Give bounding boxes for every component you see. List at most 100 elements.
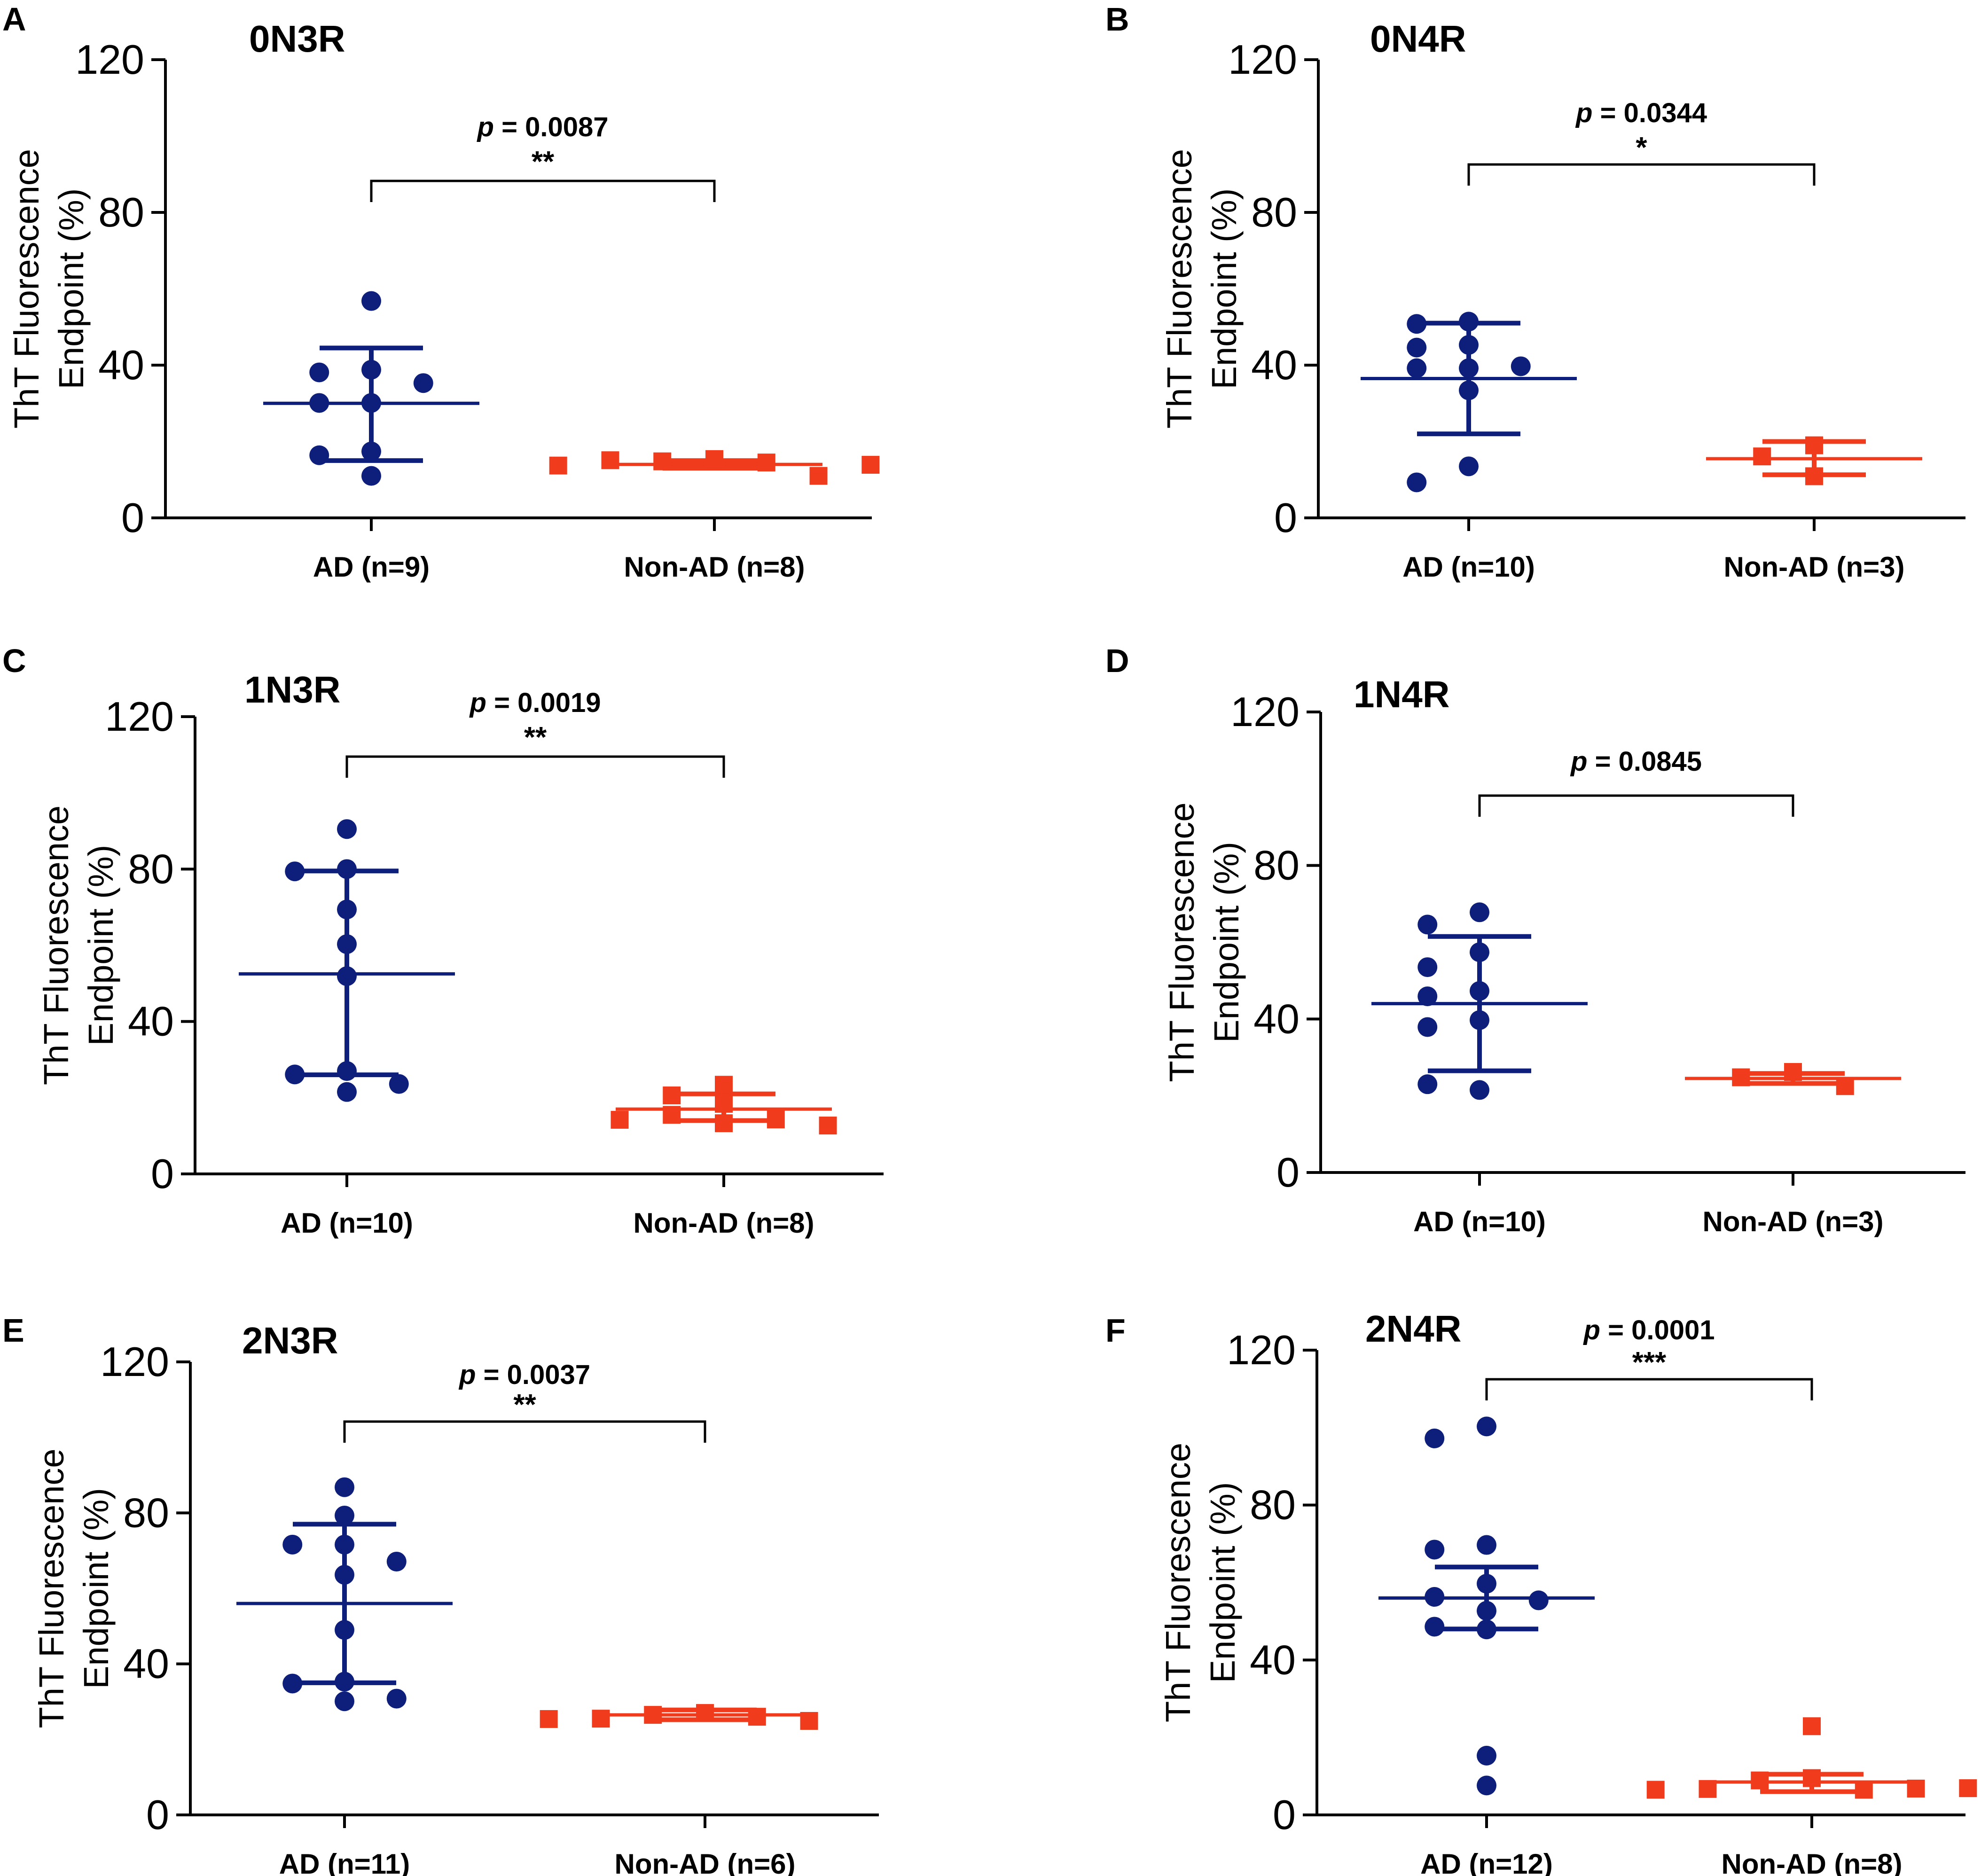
y-axis-label-units: Endpoint (%) [52,188,91,390]
data-point-ad [1407,337,1427,358]
data-point-non-ad [601,451,619,469]
category-label-non-ad: Non-AD (n=3) [1724,551,1905,583]
data-point-ad [1470,942,1489,962]
category-label-ad: AD (n=10) [1402,551,1535,583]
y-tick-label: 120 [1227,1327,1296,1373]
p-value-symbol: p [469,688,486,718]
category-label-ad: AD (n=11) [279,1848,410,1876]
y-tick-label: 120 [100,1338,169,1385]
panel-c: C 1N3R 0 40 80 120 ThT Fluorescence Endpoint (%… [2,642,884,1239]
panel-b: B 0N4R 0 40 80 120 ThT Fluorescence Endpoint (%… [1105,1,1965,583]
data-point-ad [335,1534,354,1555]
panel-e: E 2N3R 0 40 80 120 ThT Fluorescence Endpoint (%… [2,1312,879,1876]
y-tick-label: 120 [1228,36,1297,83]
data-point-non-ad [1751,1771,1769,1790]
significance-bracket [1485,1378,1813,1400]
y-tick-label: 0 [146,1791,169,1838]
significance-stars: ** [513,1389,536,1421]
p-value-label: p = 0.0001 [1583,1315,1715,1345]
panel-letter: C [2,642,26,679]
y-tick-label: 40 [128,998,174,1045]
data-point-non-ad [592,1710,610,1728]
y-tick-label: 0 [1276,1149,1300,1196]
y-tick-label: 0 [1274,494,1297,541]
category-label-ad: AD (n=10) [1413,1206,1546,1237]
data-point-non-ad [663,1106,681,1124]
data-point-ad [361,360,381,380]
significance-stars: ** [524,721,547,754]
data-point-ad [335,1505,354,1525]
y-axis-label-units: Endpoint (%) [81,845,120,1046]
panel-title: 2N4R [1365,1308,1462,1350]
y-tick-label: 80 [128,845,174,892]
p-value-text: = 0.0019 [486,688,601,718]
y-axis-label: ThT Fluorescence [1159,1443,1198,1722]
data-point-ad [285,1064,305,1085]
data-point-ad [282,1534,303,1555]
data-point-ad [337,859,357,879]
data-point-ad [309,393,329,413]
data-point-ad [1470,1010,1489,1030]
y-tick-label: 40 [123,1641,169,1687]
data-point-ad [1417,1017,1438,1037]
data-point-ad [1477,1775,1496,1796]
data-point-ad [1407,314,1427,334]
p-value-text: = 0.0845 [1587,746,1702,777]
significance-stars: * [1636,132,1647,164]
data-point-ad [1477,1573,1496,1594]
data-point-ad [1407,472,1427,492]
data-point-ad [337,1082,357,1102]
p-value-label: p = 0.0037 [458,1360,590,1390]
data-point-ad [337,1061,357,1081]
data-point-ad [1477,1601,1496,1621]
p-value-text: = 0.0037 [476,1360,590,1390]
p-value-label: p = 0.0344 [1575,98,1707,128]
y-tick-label: 0 [121,494,144,541]
data-point-ad [1477,1619,1496,1640]
data-point-non-ad [819,1117,837,1135]
y-tick-label: 0 [151,1150,174,1197]
panel-title: 1N4R [1354,673,1450,715]
category-label-non-ad: Non-AD (n=6) [615,1848,796,1876]
data-point-non-ad [549,456,567,475]
p-value-text: = 0.0087 [494,112,609,142]
data-point-ad [386,1551,407,1571]
data-point-non-ad [696,1704,714,1722]
significance-bracket [1478,794,1794,817]
data-point-ad [335,1672,354,1692]
y-axis-label-units: Endpoint (%) [1207,842,1246,1043]
panel-a: A 0N3R 0 40 80 120 ThT Fluorescence Endpoint (%… [2,1,880,583]
category-label-ad: AD (n=12) [1420,1848,1553,1876]
data-point-ad [337,934,357,954]
data-point-ad [361,393,381,413]
significance-stars: *** [1632,1346,1667,1379]
y-axis-label: ThT Fluorescence [37,805,76,1085]
y-tick-label: 40 [1253,995,1300,1042]
category-label-non-ad: Non-AD (n=8) [634,1207,814,1239]
data-point-ad [413,373,433,393]
data-point-ad [1425,1540,1445,1560]
data-point-non-ad [715,1114,733,1133]
p-value-symbol: p [458,1360,476,1390]
data-point-ad [389,1074,409,1094]
data-point-non-ad [540,1710,558,1728]
data-point-ad [386,1688,407,1709]
significance-bracket [1467,163,1816,186]
data-point-non-ad [1959,1779,1977,1798]
category-label-ad: AD (n=9) [313,551,430,583]
data-point-non-ad [715,1076,733,1094]
data-point-ad [1459,380,1479,400]
y-tick-label: 0 [1273,1791,1296,1838]
data-point-ad [337,899,357,920]
data-point-non-ad [809,467,828,485]
y-axis-label-units: Endpoint (%) [1205,188,1244,390]
data-point-ad [1425,1617,1445,1637]
data-point-ad [1417,986,1438,1007]
data-point-ad [285,861,305,882]
y-axis-label-units: Endpoint (%) [1203,1482,1242,1683]
data-point-ad [335,1565,354,1585]
data-point-ad [282,1673,303,1694]
significance-stars: ** [532,146,555,178]
data-point-ad [1470,1080,1489,1100]
